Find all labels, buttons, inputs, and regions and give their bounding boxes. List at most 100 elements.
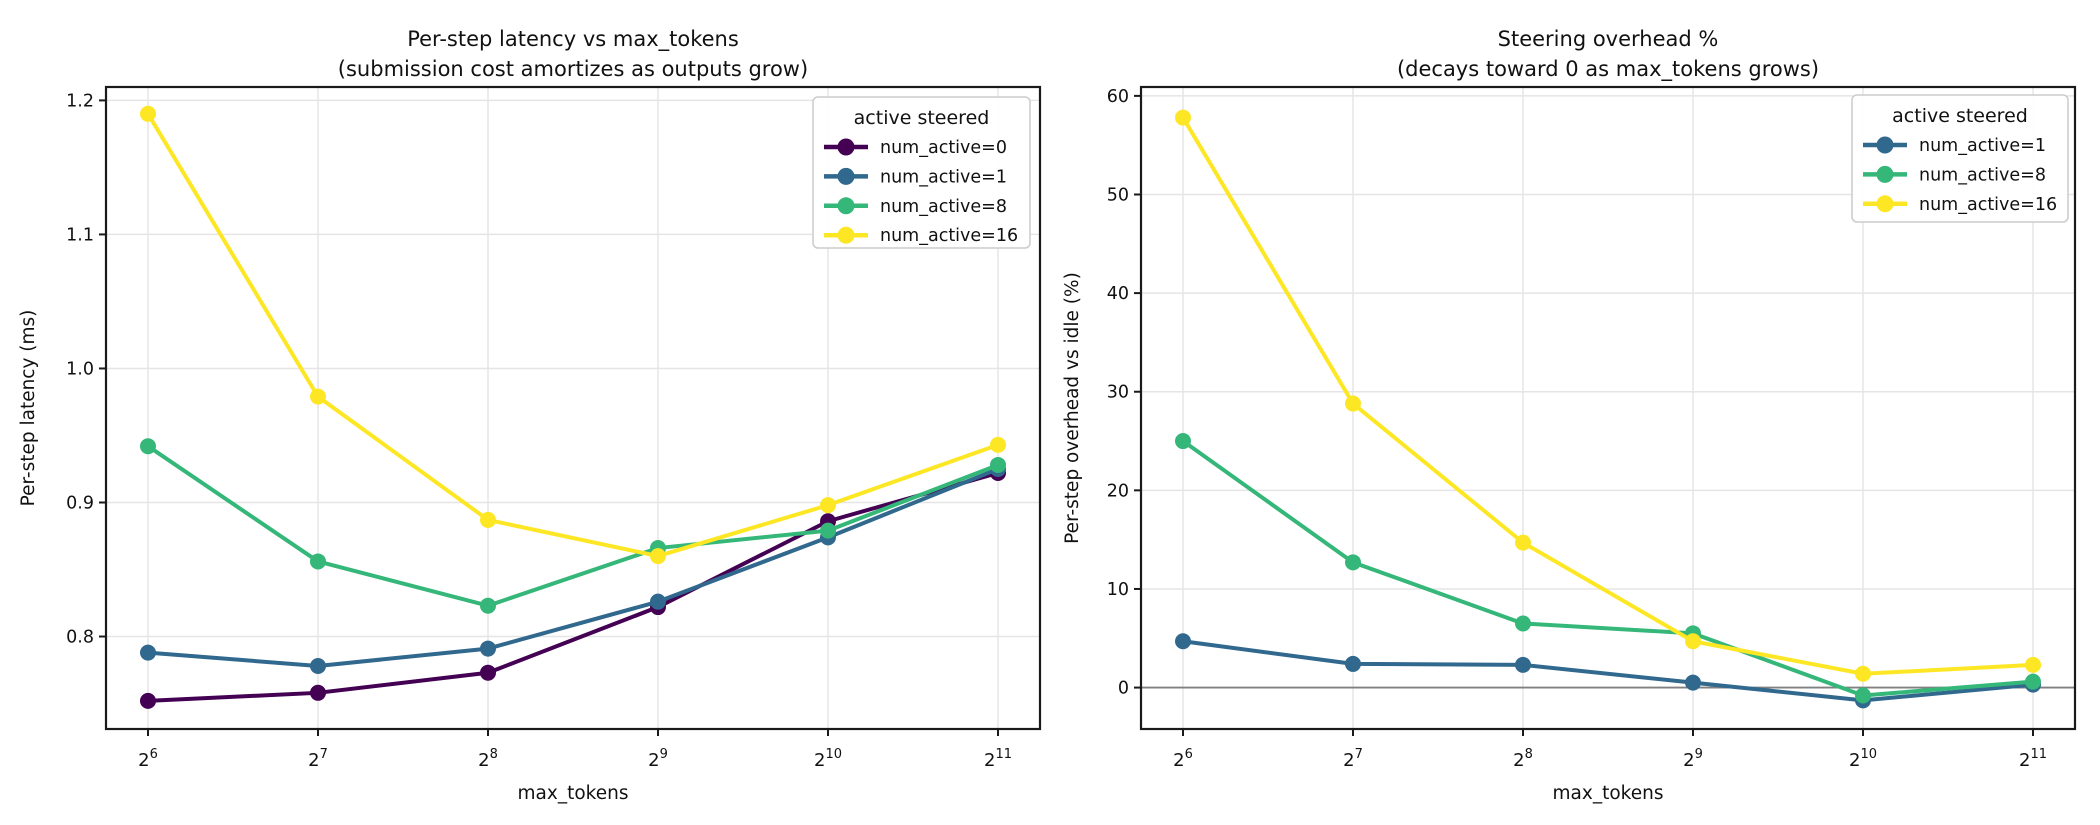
x-tick-label: 210 xyxy=(1849,747,1877,771)
series-num_active=8 xyxy=(140,438,1006,614)
y-tick-label: 60 xyxy=(1107,87,1129,107)
y-axis-label: Per-step latency (ms) xyxy=(18,310,39,507)
legend-label: num_active=1 xyxy=(880,167,1007,187)
data-point-marker xyxy=(140,644,156,661)
chart-subtitle: (decays toward 0 as max_tokens grows) xyxy=(1397,57,1819,82)
legend-label: num_active=16 xyxy=(880,226,1018,246)
data-point-marker xyxy=(1345,395,1361,412)
data-point-marker xyxy=(310,553,326,570)
legend-marker xyxy=(1876,136,1894,154)
y-tick-label: 1.2 xyxy=(66,91,94,111)
series-line xyxy=(146,444,1000,608)
data-point-marker xyxy=(1685,633,1701,650)
data-point-marker xyxy=(990,456,1006,473)
plot-border xyxy=(1139,85,2077,731)
series-num_active=16 xyxy=(140,105,1006,565)
x-axis-label: max_tokens xyxy=(518,783,629,804)
series-line xyxy=(1181,639,2035,703)
legend-marker xyxy=(837,197,855,215)
data-point-marker xyxy=(1855,665,1871,682)
data-point-marker xyxy=(820,522,836,539)
plot-border xyxy=(104,85,1042,731)
tick-marks xyxy=(99,99,999,736)
data-point-marker xyxy=(480,511,496,528)
x-tick-label: 26 xyxy=(138,747,158,771)
y-tick-label: 50 xyxy=(1107,185,1129,205)
series-line xyxy=(146,466,1000,669)
x-tick-label: 27 xyxy=(308,747,328,771)
legend-entry-num_active=8: num_active=8 xyxy=(824,197,1007,217)
legend-entry-num_active=16: num_active=16 xyxy=(824,226,1018,246)
legend-entry-num_active=8: num_active=8 xyxy=(1863,165,2046,185)
chart-title: Per-step latency vs max_tokens xyxy=(407,27,739,52)
y-tick-labels: 0 10 20 30 40 50 60 xyxy=(1107,87,1129,699)
tick-marks xyxy=(1134,94,2034,736)
data-point-marker xyxy=(820,497,836,514)
series-line xyxy=(146,471,1000,703)
x-tick-label: 211 xyxy=(2019,747,2047,771)
steering-overhead-chart: 26 27 28 29 210 211 0 10 20 30 40 50 60 Steering over… xyxy=(1050,0,2100,825)
data-point-marker xyxy=(310,658,326,675)
data-point-marker xyxy=(650,593,666,610)
series-line xyxy=(146,111,1000,559)
x-tick-label: 211 xyxy=(984,747,1012,771)
y-tick-label: 1.1 xyxy=(66,225,94,245)
legend-marker xyxy=(837,167,855,185)
data-point-marker xyxy=(1515,615,1531,632)
x-tick-label: 27 xyxy=(1343,747,1363,771)
legend-marker xyxy=(1876,165,1894,183)
legend-entry-num_active=1: num_active=1 xyxy=(824,167,1007,187)
data-point-marker xyxy=(1345,655,1361,672)
data-point-marker xyxy=(140,692,156,709)
y-axis-label: Per-step overhead vs idle (%) xyxy=(1062,272,1083,544)
data-point-marker xyxy=(1345,554,1361,571)
data-point-marker xyxy=(310,684,326,701)
x-tick-label: 210 xyxy=(814,747,842,771)
y-tick-label: 20 xyxy=(1107,481,1129,501)
y-tick-labels: 0.8 0.9 1.0 1.1 1.2 xyxy=(66,91,94,647)
data-point-marker xyxy=(480,664,496,681)
x-tick-label: 29 xyxy=(648,747,668,771)
data-point-marker xyxy=(1515,534,1531,551)
series-num_active=16 xyxy=(1175,109,2041,682)
y-tick-label: 40 xyxy=(1107,284,1129,304)
x-tick-label: 26 xyxy=(1173,747,1193,771)
x-tick-labels: 26 27 28 29 210 211 xyxy=(138,747,1012,771)
latency-vs-max-tokens-chart: 26 27 28 29 210 211 0.8 0.9 1.0 1.1 1.2 Per-step la… xyxy=(18,27,1042,804)
legend: active steered num_active=0 num_active=1nu… xyxy=(812,96,1031,249)
x-tick-label: 28 xyxy=(1513,747,1533,771)
legend-marker xyxy=(837,138,855,156)
legend-box xyxy=(1851,94,2069,223)
series-line xyxy=(1181,115,2035,676)
data-point-marker xyxy=(1685,674,1701,691)
chart-title: Steering overhead % xyxy=(1498,27,1719,51)
data-point-marker xyxy=(310,388,326,405)
data-point-marker xyxy=(140,105,156,122)
data-point-marker xyxy=(650,548,666,565)
legend: active steered num_active=1 num_active=8nu… xyxy=(1851,94,2069,223)
legend-box xyxy=(812,96,1031,249)
data-point-marker xyxy=(140,438,156,455)
x-tick-labels: 26 27 28 29 210 211 xyxy=(1173,747,2047,771)
legend-label: num_active=1 xyxy=(1919,136,2046,156)
legend-entry-num_active=1: num_active=1 xyxy=(1863,136,2046,156)
legend-marker xyxy=(1876,195,1894,213)
y-tick-label: 0 xyxy=(1118,679,1129,699)
y-tick-label: 0.8 xyxy=(66,628,94,648)
y-tick-label: 0.9 xyxy=(66,493,94,513)
legend-entry-num_active=16: num_active=16 xyxy=(1863,195,2057,215)
series-line xyxy=(1181,439,2035,698)
x-axis-label: max_tokens xyxy=(1553,783,1664,804)
data-point-marker xyxy=(480,640,496,657)
data-point-marker xyxy=(2025,656,2041,673)
chart-subtitle: (submission cost amortizes as outputs gr… xyxy=(338,57,808,81)
data-point-marker xyxy=(1175,633,1191,650)
legend-title: active steered xyxy=(1892,105,2028,127)
legend-label: num_active=0 xyxy=(880,138,1007,158)
legend-marker xyxy=(837,226,855,244)
y-tick-label: 30 xyxy=(1107,383,1129,403)
data-point-marker xyxy=(1515,656,1531,673)
data-point-marker xyxy=(990,436,1006,453)
y-tick-label: 10 xyxy=(1107,580,1129,600)
